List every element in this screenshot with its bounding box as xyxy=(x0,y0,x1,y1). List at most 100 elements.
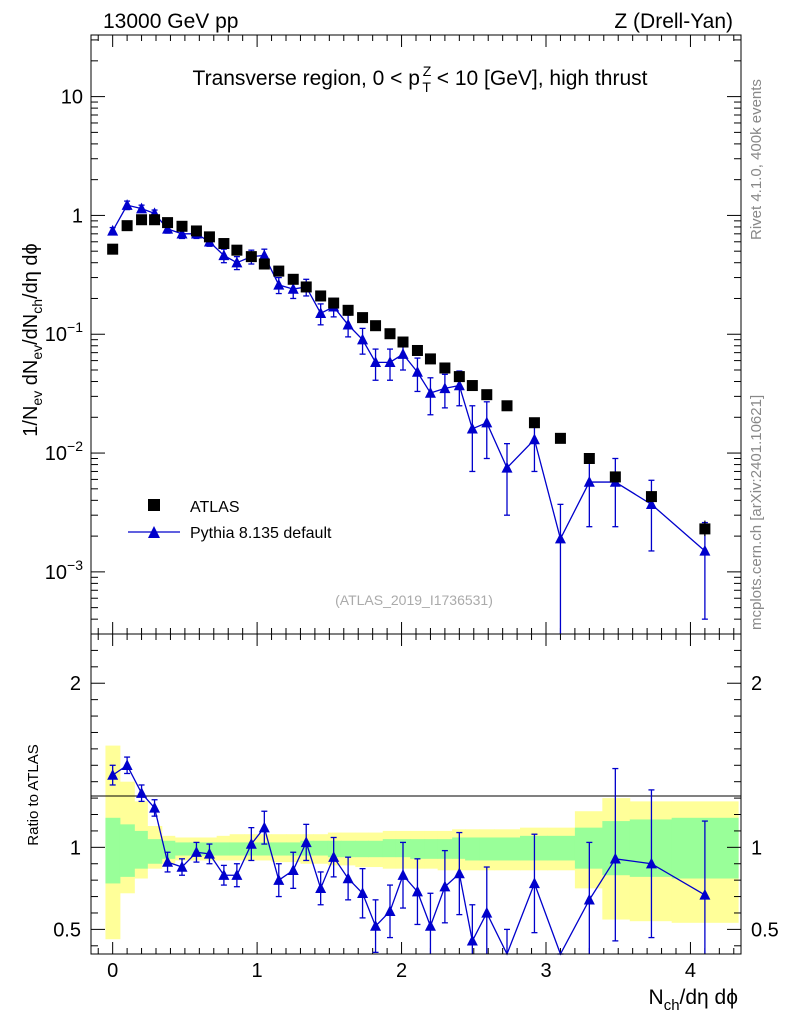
pythia-point xyxy=(287,283,299,294)
ratio-point xyxy=(609,852,621,864)
ratio-point xyxy=(439,880,451,892)
ratio-point xyxy=(218,869,230,880)
pythia-point xyxy=(397,348,409,359)
ratio-point xyxy=(149,801,161,813)
x-tick-label: 2 xyxy=(396,960,407,982)
green-band-segment xyxy=(547,835,576,861)
process-label: Z (Drell-Yan) xyxy=(614,10,733,33)
ratio-point xyxy=(424,920,436,931)
atlas-point xyxy=(481,389,493,401)
ratio-point xyxy=(190,846,202,857)
atlas-point xyxy=(528,417,540,429)
atlas-point xyxy=(121,220,133,232)
atlas-point xyxy=(424,353,436,365)
atlas-point xyxy=(136,214,148,226)
plot-title-text: Transverse region, 0 < p xyxy=(193,67,420,90)
pythia-point xyxy=(439,382,451,394)
atlas-point xyxy=(466,380,478,392)
ratio-point xyxy=(107,769,119,780)
pythia-point xyxy=(554,532,566,544)
atlas-point xyxy=(645,491,657,503)
ratio-point xyxy=(287,864,299,875)
atlas-point xyxy=(149,214,161,226)
atlas-point xyxy=(203,231,215,243)
y-tick-base: 10 xyxy=(45,324,67,346)
y-tick-exponent: −2 xyxy=(67,438,83,454)
pythia-point xyxy=(342,318,354,330)
atlas-point xyxy=(699,523,711,535)
ratio-data-layer xyxy=(107,756,711,956)
atlas-point xyxy=(190,225,202,237)
ratio-y-tick-label-right: 2 xyxy=(751,673,762,695)
atlas-point xyxy=(370,320,382,332)
ratio-y-tick-labels: 0.5 0.5 1 1 2 2 xyxy=(53,673,779,941)
green-band-segment xyxy=(410,839,426,859)
atlas-point xyxy=(107,243,119,255)
ratio-point xyxy=(342,872,354,884)
pythia-point xyxy=(370,356,382,368)
pythia-point xyxy=(699,544,711,556)
pythia-point xyxy=(136,202,148,214)
ratio-point xyxy=(121,759,133,770)
y-tick-label: 10−3 xyxy=(45,557,83,584)
atlas-point xyxy=(218,238,230,250)
legend-atlas-marker xyxy=(148,499,160,511)
pythia-point xyxy=(357,333,369,345)
atlas-point xyxy=(315,290,327,302)
ratio-point xyxy=(370,920,382,931)
ratio-point xyxy=(258,821,270,833)
ratio-y-axis-label: Ratio to ATLAS xyxy=(25,744,42,845)
analysis-id-annotation: (ATLAS_2019_I1736531) xyxy=(335,592,493,608)
pythia-point xyxy=(273,278,285,290)
green-band-segment xyxy=(271,842,287,856)
green-band-segment xyxy=(382,839,397,858)
green-band-segment xyxy=(355,840,369,858)
x-tick-label: 4 xyxy=(685,960,696,982)
green-band-segment xyxy=(437,839,453,859)
legend-atlas-label: ATLAS xyxy=(190,499,240,516)
ratio-y-tick-label-right: 1 xyxy=(751,837,762,859)
ratio-point xyxy=(328,851,340,862)
ratio-point xyxy=(231,869,243,880)
ratio-point xyxy=(466,934,478,946)
pythia-point xyxy=(231,256,243,268)
ratio-point xyxy=(176,860,188,872)
pythia-point xyxy=(528,433,540,445)
green-band-segment xyxy=(286,842,301,856)
ratio-point xyxy=(245,838,257,849)
ratio-point xyxy=(273,874,285,885)
ratio-point xyxy=(357,887,369,898)
atlas-point xyxy=(554,432,566,444)
y-tick-label: 1 xyxy=(72,205,83,227)
atlas-point xyxy=(501,400,513,412)
pythia-point xyxy=(176,227,188,239)
atlas-point xyxy=(273,265,285,277)
pythia-point xyxy=(107,224,119,236)
ratio-y-tick-label-right: 0.5 xyxy=(751,919,779,941)
main-data-layer xyxy=(107,199,711,634)
x-axis-label: Nch/dη dϕ xyxy=(649,986,738,1014)
pythia-point xyxy=(424,386,436,398)
atlas-point xyxy=(231,244,243,256)
pythia-point xyxy=(258,249,270,261)
main-frame xyxy=(90,34,742,635)
green-band-segment xyxy=(340,840,356,858)
ratio-point xyxy=(453,867,465,879)
pythia-point xyxy=(583,476,595,487)
y-tick-label: 10 xyxy=(61,87,83,109)
ratio-point xyxy=(397,869,409,880)
pythia-point xyxy=(162,222,174,234)
y-tick-base: 10 xyxy=(61,87,83,109)
green-band-segment xyxy=(216,842,231,856)
legend-pythia-marker xyxy=(148,526,160,538)
y-tick-base: 1 xyxy=(72,205,83,227)
pythia-point xyxy=(411,366,423,377)
ratio-point xyxy=(384,905,396,917)
y-tick-label: 10−1 xyxy=(45,319,83,346)
ratio-point xyxy=(315,882,327,894)
ratio-point xyxy=(162,856,174,867)
energy-label: 13000 GeV pp xyxy=(103,10,238,33)
ratio-point xyxy=(583,893,595,905)
y-tick-exponent: −3 xyxy=(67,557,83,573)
